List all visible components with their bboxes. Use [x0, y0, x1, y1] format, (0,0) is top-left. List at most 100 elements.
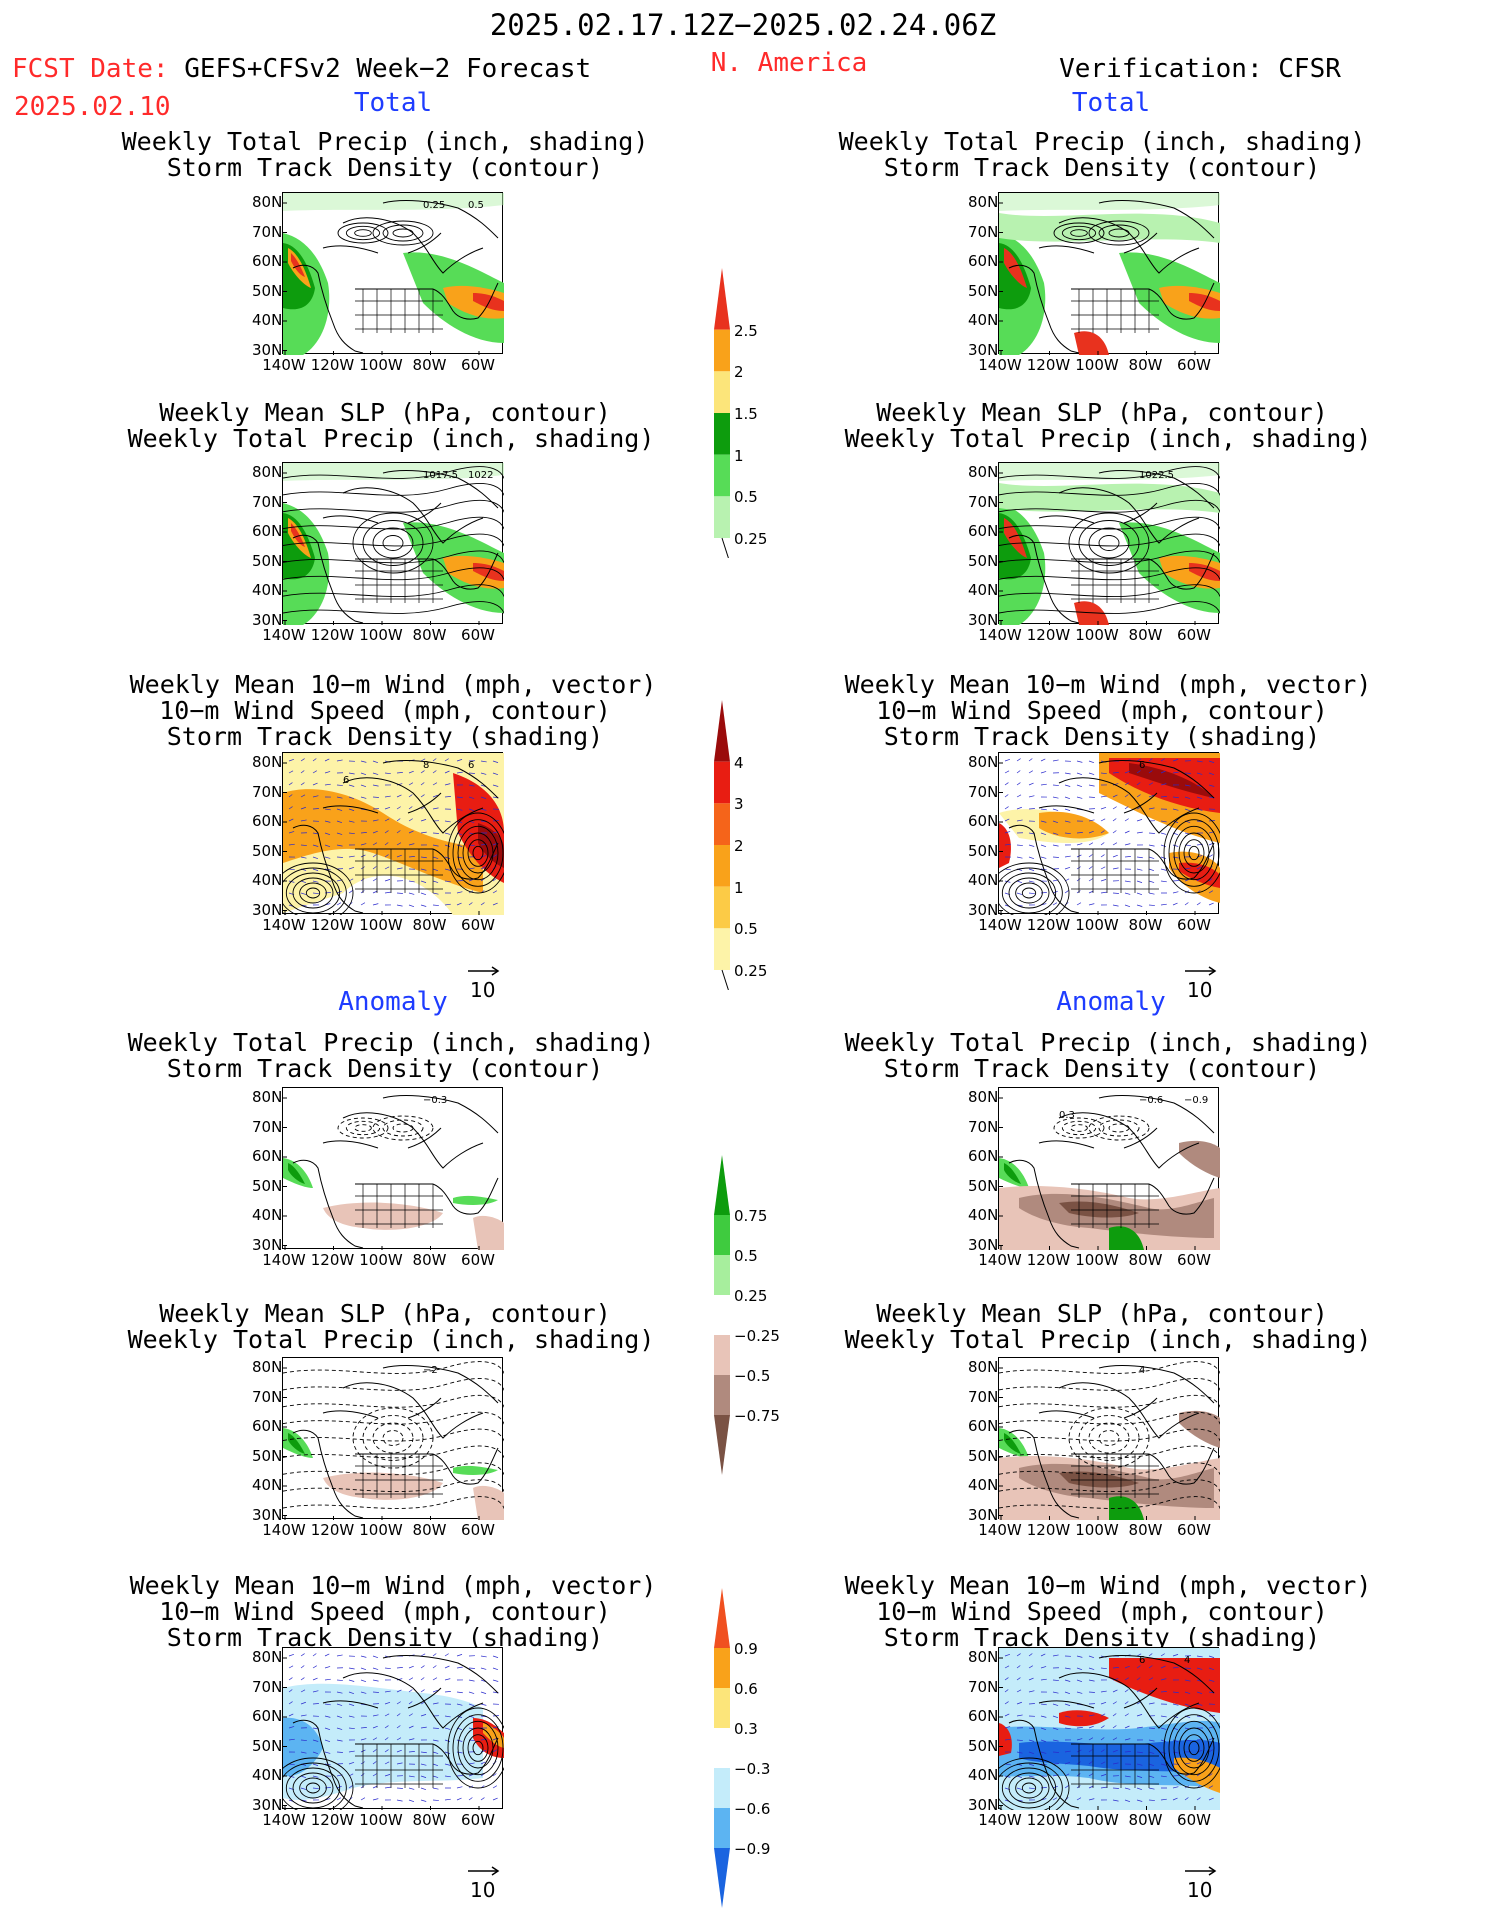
colorbar-segment — [714, 496, 730, 538]
contour-line — [283, 516, 504, 530]
lat-tick-label: 40N — [252, 581, 283, 599]
wind-vector — [372, 866, 377, 870]
wind-vector — [348, 1703, 355, 1706]
wind-vector — [312, 808, 319, 810]
wind-speed-contour — [292, 877, 334, 909]
wind-vector — [1076, 1727, 1083, 1729]
wind-vector — [360, 902, 366, 906]
wind-vector — [300, 1653, 305, 1657]
wind-vector — [1160, 880, 1167, 883]
wind-vector — [1004, 1665, 1010, 1669]
wind-vector — [492, 878, 497, 882]
lon-tick-label: 140W — [978, 626, 1022, 644]
lat-tick-label: 30N — [252, 340, 283, 359]
wind-vector — [468, 1691, 475, 1694]
wind-vector — [348, 1785, 353, 1789]
wind-speed-contour — [1173, 1720, 1215, 1776]
contour-line — [999, 584, 1220, 598]
wind-speed-contour — [999, 1757, 1070, 1810]
contour-label: −0.3 — [423, 1095, 447, 1106]
lat-tick-label: 70N — [252, 1387, 283, 1406]
wind-vector — [372, 903, 379, 906]
wind-vector — [1052, 796, 1059, 799]
wind-vector — [1136, 819, 1143, 822]
lat-tick-label: 60N — [252, 1707, 283, 1725]
wind-vector — [1076, 796, 1083, 799]
lon-tick-label: 100W — [359, 626, 403, 644]
wind-vector — [312, 1665, 317, 1669]
panel-subtitle: Storm Track Density (contour) — [883, 153, 1321, 182]
wind-vector — [408, 770, 414, 774]
contour-line — [999, 1411, 1220, 1425]
wind-vector — [1016, 758, 1021, 762]
contour-line — [283, 584, 504, 598]
wind-vector — [1040, 771, 1047, 774]
wind-vector — [1016, 1665, 1021, 1669]
wind-vector — [432, 868, 439, 872]
wind-vector — [1088, 1798, 1095, 1801]
map-plot: 0.25 0.5 — [283, 193, 504, 355]
lon-tick-label: 60W — [1177, 356, 1211, 374]
wind-vector — [468, 902, 473, 906]
wind-speed-contour — [299, 882, 327, 904]
wind-vector — [1136, 1665, 1141, 1669]
wind-vector — [384, 772, 391, 775]
wind-vector — [384, 1749, 389, 1753]
wind-vector — [396, 794, 402, 798]
wind-vector — [324, 1715, 331, 1718]
wind-vector — [1124, 892, 1131, 895]
map-panel-slp-ob: 1022.5 — [998, 462, 1220, 625]
wind-vector — [1208, 878, 1213, 882]
wind-vector — [336, 1739, 343, 1742]
wind-vector — [1148, 1689, 1154, 1693]
wind-vector — [1172, 1654, 1179, 1657]
wind-vector — [480, 902, 485, 906]
wind-vector — [468, 1762, 475, 1765]
contour-line — [999, 466, 1220, 479]
wind-vector — [384, 891, 391, 894]
wind-vector — [444, 1678, 451, 1681]
wind-vector — [312, 1653, 317, 1657]
wind-vector — [1052, 808, 1059, 811]
lat-tick-label: 30N — [968, 1795, 999, 1814]
wind-vector — [1136, 856, 1143, 859]
wind-vector — [1052, 820, 1059, 824]
wind-vector — [372, 1714, 379, 1717]
lat-tick-label: 50N — [252, 1176, 283, 1195]
contour-line — [999, 1479, 1220, 1493]
wind-speed-contour — [305, 887, 321, 899]
lon-tick-label: 140W — [262, 1521, 306, 1539]
wind-vector — [336, 844, 343, 847]
wind-vector — [1052, 1727, 1059, 1730]
wind-vector — [288, 818, 294, 822]
lat-tick-label: 30N — [968, 340, 999, 359]
lat-tick-label: 60N — [968, 812, 999, 830]
wind-vector — [300, 880, 307, 884]
section-anomaly-forecast: Anomaly — [338, 987, 448, 1017]
wind-vector — [1076, 1679, 1083, 1683]
colorbar-segment — [714, 1295, 730, 1335]
lon-tick-label: 100W — [1075, 1521, 1119, 1539]
contour-label: −2 — [423, 1365, 438, 1376]
contour-label: 0.5 — [468, 200, 484, 211]
wind-vector — [1172, 1703, 1179, 1706]
wind-vector — [1004, 1775, 1011, 1778]
wind-vector — [360, 1691, 367, 1694]
slp-contour — [1098, 1430, 1120, 1446]
contour-label: 1022 — [468, 470, 493, 481]
vector-scale-value: 10 — [1187, 978, 1213, 1002]
lat-tick-label: 50N — [252, 841, 283, 860]
contour-label: 6 — [1139, 1655, 1145, 1666]
lat-tick-label: 40N — [968, 871, 999, 889]
wind-vector — [1136, 1689, 1141, 1693]
coastline — [1008, 760, 1215, 914]
vector-scale-value: 10 — [1187, 1878, 1213, 1902]
wind-vector — [1028, 1751, 1035, 1755]
wind-vector — [1160, 796, 1167, 798]
wind-vector — [1172, 844, 1179, 847]
wind-vector — [372, 1749, 377, 1753]
wind-vector — [384, 1725, 389, 1729]
lon-tick-label: 120W — [310, 1521, 355, 1539]
wind-vector — [1088, 842, 1094, 846]
wind-speed-contour — [292, 1772, 334, 1804]
